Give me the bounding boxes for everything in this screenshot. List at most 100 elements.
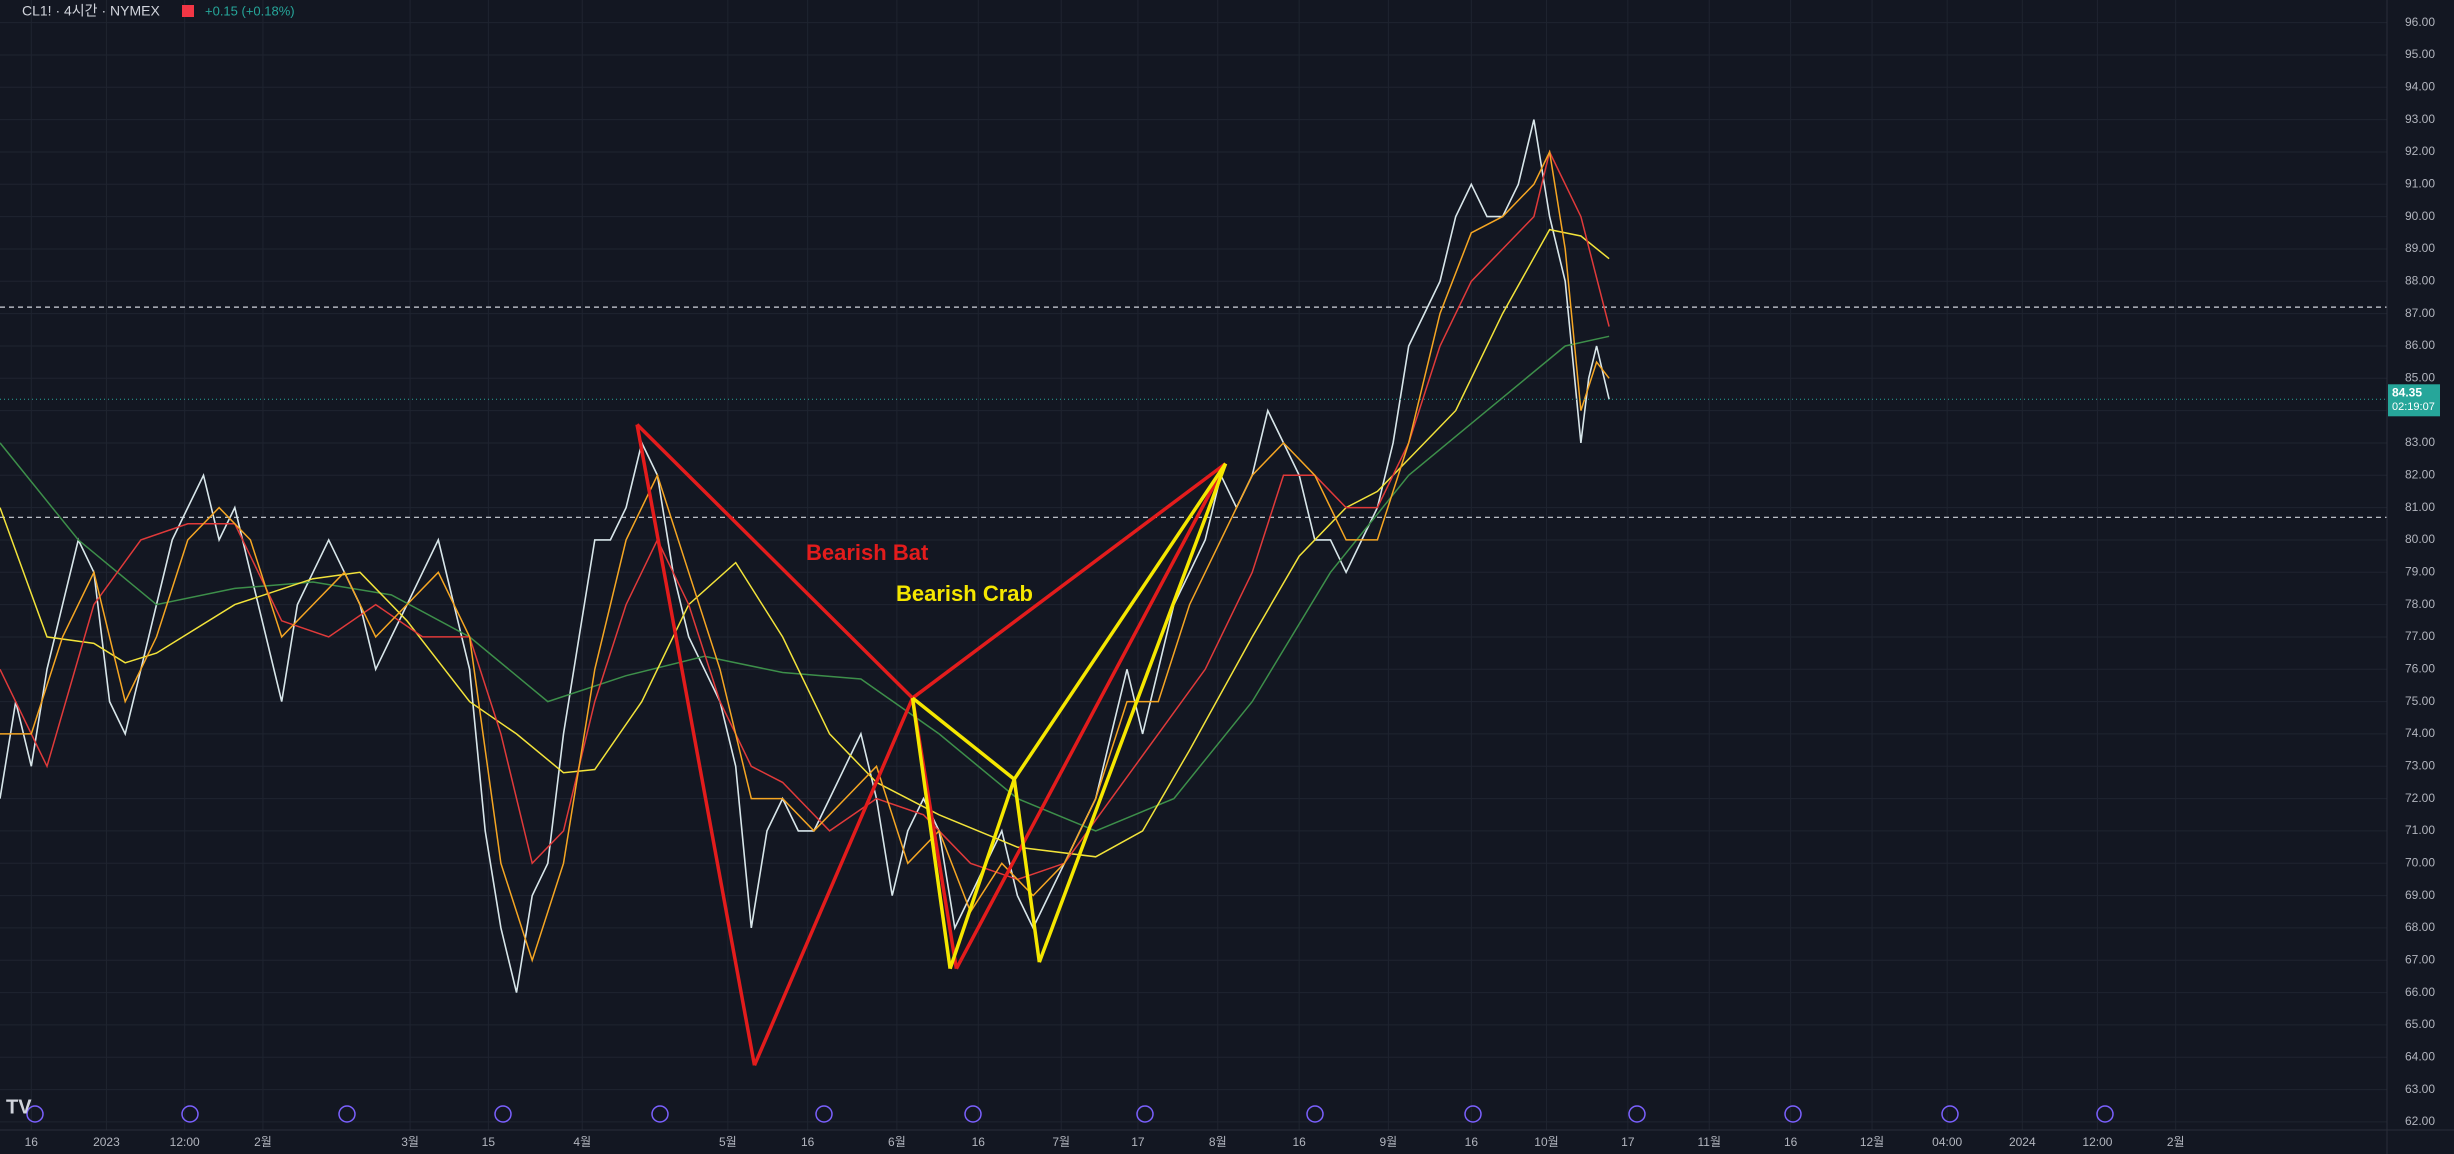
- y-tick-label: 73.00: [2405, 758, 2435, 772]
- pattern-leg: [635, 423, 914, 700]
- y-tick-label: 93.00: [2405, 112, 2435, 126]
- pattern-label: Bearish Bat: [806, 540, 929, 565]
- x-tick-label: 17: [1621, 1135, 1635, 1149]
- y-tick-label: 68.00: [2405, 920, 2435, 934]
- event-icon: [494, 1105, 512, 1123]
- x-tick-label: 11월: [1697, 1135, 1721, 1149]
- y-tick-label: 79.00: [2405, 564, 2435, 578]
- y-tick-label: 65.00: [2405, 1017, 2435, 1031]
- x-tick-label: 16: [1292, 1135, 1306, 1149]
- event-icon: [26, 1105, 44, 1123]
- y-tick-label: 75.00: [2405, 694, 2435, 708]
- pattern-leg: [910, 697, 952, 969]
- event-icon: [651, 1105, 669, 1123]
- y-tick-label: 72.00: [2405, 791, 2435, 805]
- x-tick-label: 16: [1465, 1135, 1479, 1149]
- y-tick-label: 80.00: [2405, 532, 2435, 546]
- event-icon: [1941, 1105, 1959, 1123]
- event-icon: [2096, 1105, 2114, 1123]
- y-tick-label: 78.00: [2405, 597, 2435, 611]
- grid: [0, 0, 2387, 1130]
- pattern-leg: [911, 696, 1016, 781]
- y-tick-label: 69.00: [2405, 888, 2435, 902]
- x-tick-label: 9월: [1380, 1135, 1398, 1149]
- y-tick-label: 82.00: [2405, 467, 2435, 481]
- pattern-label: Bearish Crab: [896, 581, 1033, 606]
- x-tick-label: 17: [1131, 1135, 1145, 1149]
- pattern-leg: [911, 462, 1227, 700]
- x-tick-label: 16: [972, 1135, 986, 1149]
- y-tick-label: 88.00: [2405, 273, 2435, 287]
- last-price-box: [2388, 384, 2440, 417]
- logo: TV: [6, 1096, 32, 1118]
- pattern-leg: [752, 697, 915, 1067]
- flag-icon: [182, 5, 194, 17]
- y-tick-label: 87.00: [2405, 306, 2435, 320]
- countdown-label: 02:19:07: [2392, 401, 2435, 413]
- event-icon: [1628, 1105, 1646, 1123]
- x-tick-label: 15: [482, 1135, 496, 1149]
- y-tick-label: 90.00: [2405, 209, 2435, 223]
- axes: 62.00 63.00 64.00 65.00 66.00 67.00 68.00 69.00…: [25, 15, 2440, 1149]
- x-tick-label: 10월: [1534, 1135, 1558, 1149]
- y-tick-label: 86.00: [2405, 338, 2435, 352]
- series-line: [0, 149, 1610, 963]
- y-tick-label: 77.00: [2405, 629, 2435, 643]
- pattern-leg: [954, 462, 1228, 970]
- event-icon: [1784, 1105, 1802, 1123]
- y-tick-label: 64.00: [2405, 1049, 2435, 1063]
- x-tick-label: 04:00: [1932, 1135, 1962, 1149]
- x-tick-label: 2024: [2009, 1135, 2036, 1149]
- event-icon: [1464, 1105, 1482, 1123]
- x-tick-label: 3월: [401, 1135, 419, 1149]
- x-tick-label: 12:00: [170, 1135, 200, 1149]
- y-tick-label: 89.00: [2405, 241, 2435, 255]
- y-tick-label: 71.00: [2405, 823, 2435, 837]
- y-tick-label: 91.00: [2405, 176, 2435, 190]
- y-tick-label: 63.00: [2405, 1082, 2435, 1096]
- pattern-leg: [948, 778, 1016, 970]
- event-icon: [338, 1105, 356, 1123]
- event-icon: [1136, 1105, 1154, 1123]
- x-tick-label: 8월: [1209, 1135, 1227, 1149]
- y-tick-label: 96.00: [2405, 15, 2435, 29]
- x-tick-label: 2월: [254, 1135, 272, 1149]
- y-tick-label: 76.00: [2405, 661, 2435, 675]
- x-tick-label: 4월: [573, 1135, 591, 1149]
- y-tick-label: 94.00: [2405, 79, 2435, 93]
- y-tick-label: 83.00: [2405, 435, 2435, 449]
- x-tick-label: 5월: [719, 1135, 737, 1149]
- y-tick-label: 62.00: [2405, 1114, 2435, 1128]
- pattern-leg: [1037, 463, 1228, 963]
- y-tick-label: 85.00: [2405, 370, 2435, 384]
- y-tick-label: 92.00: [2405, 144, 2435, 158]
- event-icon: [964, 1105, 982, 1123]
- event-icon: [1306, 1105, 1324, 1123]
- x-tick-label: 16: [801, 1135, 815, 1149]
- x-tick-label: 2월: [2167, 1135, 2185, 1149]
- event-icon: [815, 1105, 833, 1123]
- x-tick-label: 6월: [888, 1135, 906, 1149]
- x-tick-label: 7월: [1052, 1135, 1070, 1149]
- x-tick-label: 16: [1784, 1135, 1798, 1149]
- y-tick-label: 66.00: [2405, 985, 2435, 999]
- event-icon: [181, 1105, 199, 1123]
- x-tick-label: 16: [25, 1135, 39, 1149]
- y-tick-label: 74.00: [2405, 726, 2435, 740]
- y-tick-label: 67.00: [2405, 952, 2435, 966]
- x-tick-label: 2023: [93, 1135, 120, 1149]
- x-tick-label: 12:00: [2082, 1135, 2112, 1149]
- last-price-label: 84.35: [2392, 385, 2422, 399]
- plot: Bearish Bat Bearish Crab: [0, 119, 2387, 1067]
- symbol: CL1! · 4시간 · NYMEX: [22, 3, 160, 19]
- pattern-leg: [1012, 462, 1228, 781]
- y-tick-label: 81.00: [2405, 500, 2435, 514]
- pattern-leg: [1012, 778, 1042, 963]
- x-tick-label: 12월: [1860, 1135, 1884, 1149]
- change: +0.15 (+0.18%): [205, 3, 295, 18]
- series-line: [0, 335, 1610, 832]
- y-tick-label: 95.00: [2405, 47, 2435, 61]
